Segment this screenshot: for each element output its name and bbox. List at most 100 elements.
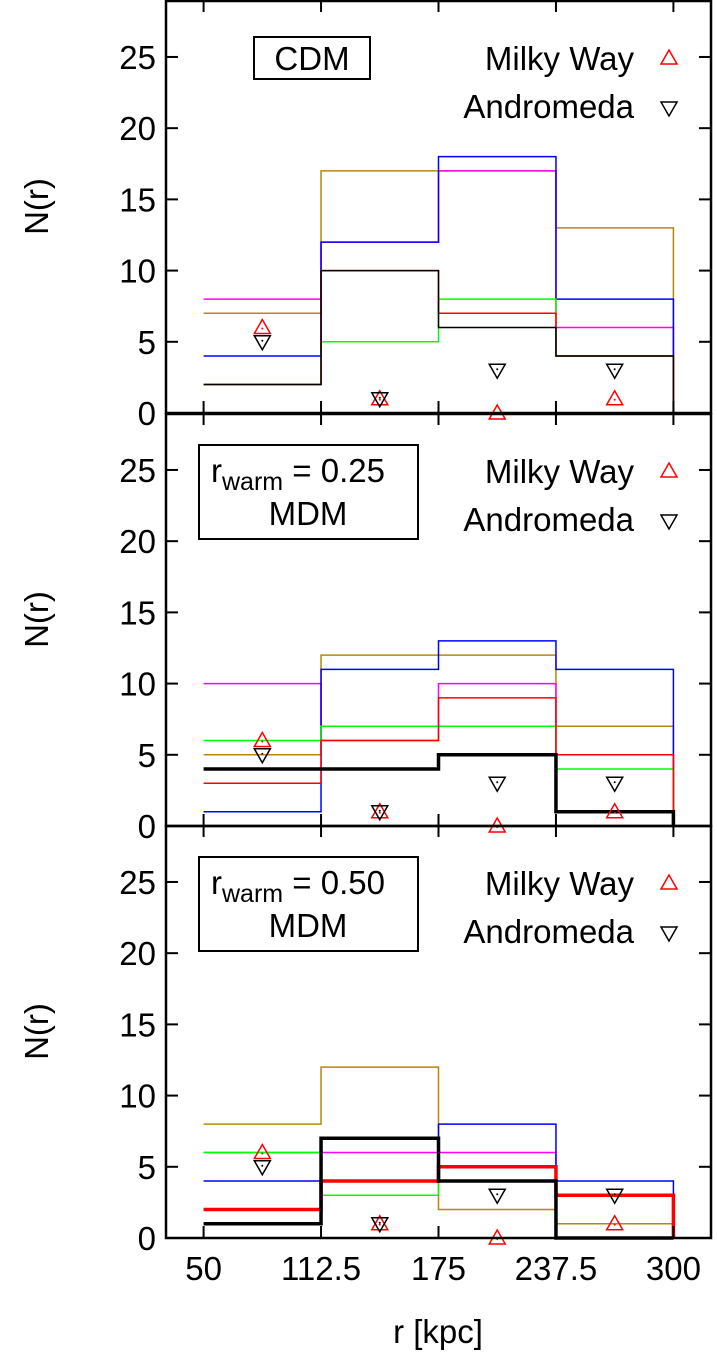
andromeda-point	[605, 1188, 624, 1205]
y-axis-label: N(r)	[18, 591, 55, 648]
milky-way-point-dot	[261, 1152, 264, 1155]
legend-milky-way-marker	[659, 461, 679, 478]
x-axis-label: r [kpc]	[393, 1313, 483, 1350]
andromeda-point-dot	[378, 396, 381, 399]
y-tick-label: 25	[119, 864, 156, 901]
x-tick-label: 175	[411, 1250, 466, 1287]
milky-way-point-dot	[378, 811, 381, 814]
model-label-subscript: warm	[221, 880, 283, 908]
y-tick-label: 20	[119, 935, 156, 972]
y-tick-label: 15	[119, 1006, 156, 1043]
y-tick-label: 20	[119, 523, 156, 560]
milky-way-point	[605, 802, 624, 819]
y-tick-label: 5	[138, 1149, 156, 1186]
andromeda-point	[253, 1160, 272, 1177]
model-label-box	[198, 856, 419, 952]
andromeda-point-dot	[378, 809, 381, 812]
andromeda-point	[370, 1217, 390, 1234]
milky-way-point	[605, 389, 624, 406]
y-tick-label: 15	[119, 181, 156, 218]
milky-way-point	[370, 802, 390, 819]
y-tick-label: 25	[119, 39, 156, 76]
milky-way-point-dot	[378, 398, 381, 401]
y-axis-label: N(r)	[18, 1003, 55, 1060]
y-axis-label: N(r)	[18, 178, 55, 235]
legend-milky-way-marker	[659, 873, 679, 890]
x-tick-label: 300	[646, 1250, 701, 1287]
model-label-line-2: MDM	[269, 907, 348, 944]
andromeda-point-dot	[261, 1164, 264, 1167]
legend-milky-way-label: Milky Way	[485, 453, 635, 490]
andromeda-point-dot	[496, 1193, 499, 1196]
andromeda-point-dot	[496, 368, 499, 371]
andromeda-point-dot	[261, 752, 264, 755]
panel-1: 0 5 10 15 20 25 N(r) CDM Milky Way Andromeda	[18, 0, 713, 432]
y-tick-label: 0	[138, 1220, 156, 1257]
andromeda-point-dot	[261, 339, 264, 342]
andromeda-point	[487, 1188, 507, 1205]
model-label-box	[198, 444, 419, 540]
legend-milky-way-label: Milky Way	[485, 40, 635, 77]
andromeda-point	[487, 363, 507, 380]
model-label-line-2: MDM	[269, 495, 348, 532]
model-label-subscript: warm	[221, 468, 283, 496]
milky-way-point-dot	[613, 398, 616, 401]
histogram-series-6	[203, 269, 675, 413]
andromeda-point	[370, 392, 390, 409]
legend-milky-way-marker	[659, 48, 679, 65]
model-label: CDM	[274, 40, 349, 77]
milky-way-point	[605, 1214, 624, 1231]
andromeda-point	[253, 335, 272, 352]
legend-andromeda-label: Andromeda	[463, 501, 634, 538]
panel-3: 0 5 10 15 20 25 50 112.5 175 237.5 300 N(r) rwarm = …	[18, 824, 713, 1287]
milky-way-point-dot	[613, 811, 616, 814]
model-label-value: = 0.25	[283, 452, 385, 489]
panel-frame	[164, 824, 713, 1240]
andromeda-point	[370, 805, 390, 822]
legend-milky-way-label: Milky Way	[485, 865, 635, 902]
andromeda-point	[253, 748, 272, 765]
y-tick-label: 10	[119, 1078, 156, 1115]
y-tick-label: 10	[119, 253, 156, 290]
andromeda-point-dot	[613, 368, 616, 371]
milky-way-point	[253, 731, 272, 748]
model-label-box	[253, 36, 371, 80]
milky-way-point-dot	[261, 327, 264, 330]
y-tick-label: 10	[119, 666, 156, 703]
milky-way-point	[370, 1214, 390, 1231]
y-tick-label: 25	[119, 452, 156, 489]
andromeda-point	[605, 363, 624, 380]
x-tick-label: 112.5	[281, 1250, 361, 1287]
histogram-series-6	[203, 753, 676, 826]
andromeda-point-dot	[613, 781, 616, 784]
milky-way-point-dot	[261, 740, 264, 743]
y-tick-label: 0	[138, 808, 156, 845]
y-tick-label: 0	[138, 395, 156, 432]
legend-andromeda-label: Andromeda	[463, 88, 634, 125]
x-tick-label: 237.5	[515, 1250, 598, 1287]
model-label-value: = 0.50	[283, 864, 385, 901]
milky-way-point	[253, 1143, 272, 1160]
legend-andromeda-label: Andromeda	[463, 913, 634, 950]
milky-way-point-dot	[378, 1223, 381, 1226]
milky-way-point	[253, 318, 272, 335]
y-tick-label: 15	[119, 594, 156, 631]
milky-way-point	[370, 389, 390, 406]
model-label-line-1: rwarm = 0.50	[211, 864, 385, 908]
legend-andromeda-marker	[659, 926, 679, 943]
histogram-series-4	[203, 725, 675, 826]
legend-andromeda-marker	[659, 101, 679, 118]
y-tick-label: 20	[119, 110, 156, 147]
legend-andromeda-marker	[659, 514, 679, 531]
andromeda-point-dot	[496, 781, 499, 784]
milky-way-point-dot	[613, 1223, 616, 1226]
andromeda-point	[487, 776, 507, 793]
andromeda-point	[605, 776, 624, 793]
histogram-series-1	[203, 1066, 675, 1238]
andromeda-point-dot	[378, 1221, 381, 1224]
y-tick-label: 5	[138, 324, 156, 361]
x-tick-label: 50	[185, 1250, 222, 1287]
y-tick-label: 5	[138, 737, 156, 774]
